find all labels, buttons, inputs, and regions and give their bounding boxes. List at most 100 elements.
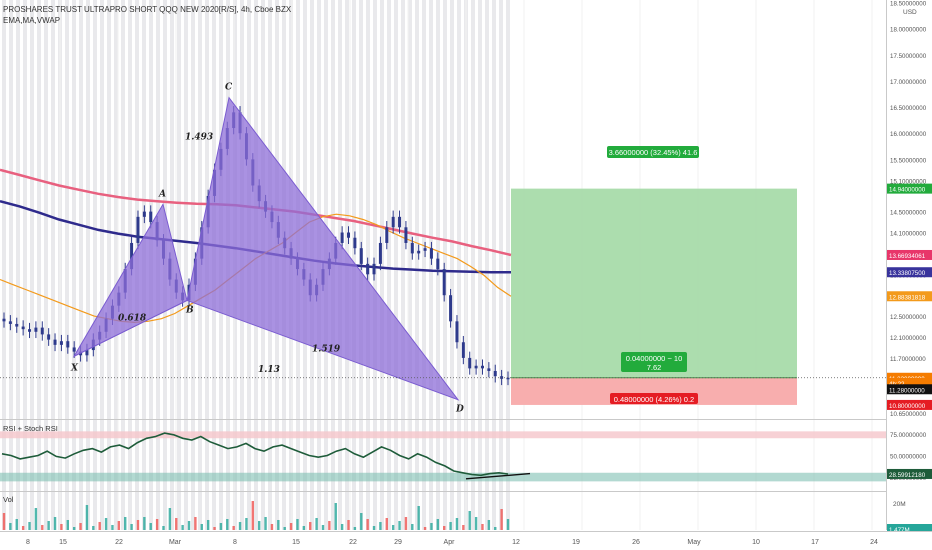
volume-bar	[455, 518, 459, 530]
session-stripe	[9, 0, 13, 530]
target-label: 3.66000000 (32.45%) 41.6	[607, 146, 699, 158]
session-stripe	[478, 0, 482, 530]
candle-body	[461, 342, 465, 358]
session-stripe	[44, 0, 48, 530]
volume-bar	[302, 526, 306, 530]
rsi-value-text: 28.59912180	[889, 472, 926, 479]
candle-body	[436, 258, 440, 270]
candle-body	[417, 250, 421, 254]
profit-zone	[511, 188, 797, 378]
harmonic-leg-xb	[73, 299, 188, 357]
volume-bar	[404, 517, 408, 530]
volume-bar	[168, 508, 172, 530]
volume-bars	[2, 501, 510, 530]
volume-bar	[347, 520, 350, 530]
price-badge-text: 11.28000000	[889, 387, 925, 394]
candle-body	[149, 211, 153, 223]
session-stripe	[394, 0, 398, 530]
volume-bar	[277, 520, 280, 530]
volume-bar	[385, 518, 388, 530]
session-stripe	[506, 0, 510, 530]
time-tick: 22	[349, 539, 357, 546]
time-tick: 19	[572, 539, 580, 546]
session-stripe	[100, 0, 104, 530]
price-tick: 18.00000000	[890, 27, 927, 34]
price-tick: 11.70000000	[890, 356, 926, 363]
price-tick: 17.00000000	[890, 79, 927, 86]
price-badge-text: 10.80000000	[889, 403, 926, 410]
volume-bar	[15, 519, 18, 530]
volume-bar	[372, 526, 376, 530]
candle-body	[353, 237, 357, 249]
volume-bar	[360, 513, 363, 530]
time-tick: Mar	[169, 539, 182, 546]
volume-bar	[443, 526, 446, 530]
volume-bar	[430, 523, 433, 530]
session-stripe	[401, 0, 405, 530]
price-tick: 12.10000000	[890, 335, 927, 342]
volume-bar	[117, 521, 121, 530]
session-stripe	[492, 0, 496, 530]
volume-bar	[309, 522, 312, 530]
harmonic-triangle-bcd	[186, 96, 460, 401]
rsi-panel-title: RSI + Stoch RSI	[3, 424, 58, 433]
time-tick: 29	[394, 539, 402, 546]
stop-label-bg	[610, 393, 698, 404]
volume-bar	[219, 523, 223, 530]
price-badge	[887, 249, 932, 260]
session-stripe	[65, 0, 69, 530]
candle-body	[429, 248, 433, 259]
price-badge	[887, 372, 932, 383]
candle-body	[136, 216, 140, 243]
session-stripe	[415, 0, 419, 530]
symbol-title[interactable]: PROSHARES TRUST ULTRAPRO SHORT QQQ NEW 2…	[3, 5, 292, 14]
session-stripe	[177, 0, 181, 530]
candle-body	[40, 327, 44, 335]
price-badge-text: 13.33807500	[889, 270, 926, 277]
volume-bar	[500, 509, 503, 530]
time-tick: 26	[632, 539, 640, 546]
time-tick: May	[687, 539, 701, 546]
volume-bar	[296, 519, 299, 530]
target-label-text: 3.66000000 (32.45%) 41.6	[609, 148, 698, 157]
candle-body	[340, 232, 344, 243]
volume-bar	[98, 522, 101, 530]
session-stripe	[387, 0, 391, 530]
volume-bar	[462, 525, 465, 530]
candle-body	[59, 341, 63, 345]
session-stripe	[107, 0, 111, 530]
volume-bar	[124, 517, 127, 530]
candle-body	[449, 295, 453, 322]
session-stripe	[51, 0, 55, 530]
candle-body	[493, 370, 497, 377]
volume-bar	[194, 517, 197, 530]
price-tick: 16.50000000	[890, 105, 927, 112]
time-tick: 17	[811, 539, 819, 546]
price-badge	[887, 183, 932, 194]
volume-panel-title: Vol	[3, 495, 14, 504]
rsi-tick: 50.00000000	[890, 454, 927, 461]
volume-bar	[423, 527, 427, 530]
volume-bar	[136, 520, 140, 530]
indicators-legend[interactable]: EMA,MA,VWAP	[3, 16, 61, 25]
volume-bar	[391, 525, 395, 530]
rsi-overbought-band	[0, 431, 886, 439]
rsi-trendline	[465, 472, 531, 480]
volume-bar	[41, 525, 44, 530]
price-badge	[887, 399, 932, 410]
session-stripe	[485, 0, 489, 530]
entry-label-text: 7.62	[647, 363, 662, 372]
volume-bar	[206, 520, 210, 530]
price-tick: 10.65000000	[890, 411, 927, 418]
candle-body	[72, 347, 76, 352]
candle-body	[398, 216, 402, 228]
volume-bar	[328, 521, 331, 530]
price-tick: 12.50000000	[890, 314, 927, 321]
volume-bar	[187, 521, 191, 530]
time-tick: 22	[115, 539, 123, 546]
time-tick: 24	[870, 539, 878, 546]
session-stripe	[86, 0, 90, 530]
ratio-label-xab: 0.618	[118, 313, 147, 323]
volume-value-text: 1.477M	[889, 527, 910, 534]
